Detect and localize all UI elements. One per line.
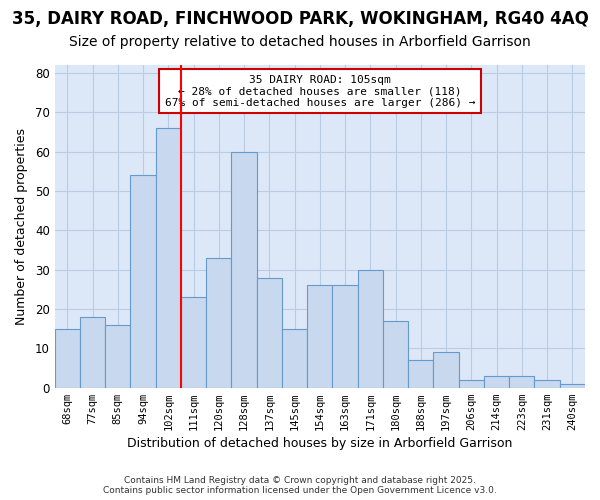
Bar bbox=[358, 270, 383, 388]
Bar bbox=[181, 297, 206, 388]
Bar bbox=[535, 380, 560, 388]
Bar bbox=[130, 175, 155, 388]
Bar bbox=[257, 278, 282, 388]
Bar bbox=[307, 286, 332, 388]
Bar bbox=[332, 286, 358, 388]
Bar bbox=[232, 152, 257, 388]
Text: Size of property relative to detached houses in Arborfield Garrison: Size of property relative to detached ho… bbox=[69, 35, 531, 49]
Bar bbox=[105, 324, 130, 388]
Text: Contains HM Land Registry data © Crown copyright and database right 2025.
Contai: Contains HM Land Registry data © Crown c… bbox=[103, 476, 497, 495]
X-axis label: Distribution of detached houses by size in Arborfield Garrison: Distribution of detached houses by size … bbox=[127, 437, 512, 450]
Bar bbox=[459, 380, 484, 388]
Bar bbox=[80, 317, 105, 388]
Bar bbox=[155, 128, 181, 388]
Bar bbox=[55, 328, 80, 388]
Bar bbox=[484, 376, 509, 388]
Bar bbox=[282, 328, 307, 388]
Bar bbox=[206, 258, 232, 388]
Y-axis label: Number of detached properties: Number of detached properties bbox=[15, 128, 28, 325]
Bar bbox=[509, 376, 535, 388]
Bar bbox=[560, 384, 585, 388]
Bar bbox=[383, 321, 408, 388]
Text: 35, DAIRY ROAD, FINCHWOOD PARK, WOKINGHAM, RG40 4AQ: 35, DAIRY ROAD, FINCHWOOD PARK, WOKINGHA… bbox=[11, 10, 589, 28]
Bar bbox=[433, 352, 459, 388]
Bar bbox=[408, 360, 433, 388]
Text: 35 DAIRY ROAD: 105sqm
← 28% of detached houses are smaller (118)
67% of semi-det: 35 DAIRY ROAD: 105sqm ← 28% of detached … bbox=[164, 74, 475, 108]
